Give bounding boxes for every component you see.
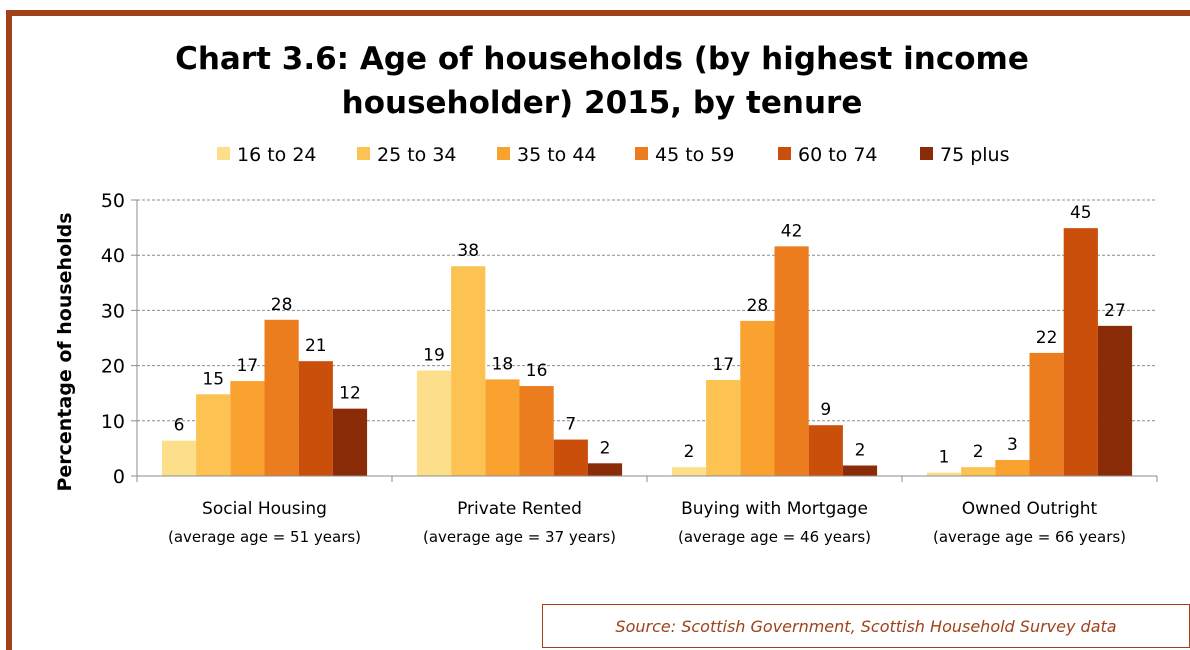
y-axis-label: Percentage of households (54, 212, 76, 491)
y-tick-label-20: 20 (101, 356, 125, 378)
bar-3-1 (961, 467, 996, 476)
category-subtitle-1: (average age = 37 years) (423, 528, 616, 546)
category-subtitle-2: (average age = 46 years) (678, 528, 871, 546)
category-labels: Social Housing (average age = 51 years) Pr… (168, 499, 1126, 546)
bar-3-3 (1029, 352, 1064, 476)
y-tick-label-10: 10 (101, 411, 125, 433)
chart-title-line-2: householder) 2015, by tenure (342, 85, 863, 121)
bar-0-2 (230, 381, 265, 476)
data-label-0-0: 6 (174, 416, 185, 436)
legend-label-0: 16 to 24 (237, 144, 317, 166)
category-label-3: Owned Outright (962, 499, 1098, 519)
data-label-3-0: 1 (939, 448, 950, 468)
category-subtitle-0: (average age = 51 years) (168, 528, 361, 546)
legend-swatch-5 (920, 147, 933, 160)
chart-frame: Chart 3.6: Age of households (by highest… (6, 10, 1190, 650)
bar-1-5 (587, 463, 623, 476)
bar-1-0 (416, 370, 452, 476)
bar-3-5 (1097, 325, 1133, 476)
bar-3-0 (926, 472, 962, 476)
bar-2-4 (808, 425, 843, 476)
data-label-2-3: 42 (781, 221, 803, 241)
data-label-3-5: 27 (1104, 301, 1126, 321)
data-label-2-1: 17 (712, 355, 734, 375)
category-label-2: Buying with Mortgage (681, 499, 868, 519)
bar-3-2 (995, 459, 1030, 476)
legend-swatch-2 (497, 147, 510, 160)
data-label-0-5: 12 (339, 384, 361, 404)
bar-1-4 (553, 439, 588, 476)
data-label-0-3: 28 (271, 295, 293, 315)
bars (161, 228, 1133, 476)
chart-title-line-1: Chart 3.6: Age of households (by highest… (175, 41, 1029, 77)
legend-label-4: 60 to 74 (798, 144, 878, 166)
legend-swatch-4 (778, 147, 791, 160)
category-label-0: Social Housing (202, 499, 327, 519)
data-label-0-1: 15 (202, 369, 224, 389)
bar-3-4 (1063, 228, 1098, 476)
bar-0-0 (161, 440, 197, 476)
bar-0-3 (264, 319, 299, 476)
data-label-1-0: 19 (423, 346, 445, 366)
legend-label-2: 35 to 44 (517, 144, 597, 166)
data-label-2-4: 9 (820, 400, 831, 420)
data-label-0-2: 17 (237, 356, 259, 376)
category-subtitle-3: (average age = 66 years) (933, 528, 1126, 546)
legend-swatch-1 (357, 147, 370, 160)
source-note: Source: Scottish Government, Scottish Ho… (542, 604, 1190, 648)
data-label-3-1: 2 (973, 442, 984, 462)
data-label-3-3: 22 (1036, 328, 1058, 348)
data-label-1-1: 38 (457, 241, 479, 261)
bar-1-2 (485, 379, 520, 476)
legend-swatch-0 (217, 147, 230, 160)
legend-label-3: 45 to 59 (655, 144, 735, 166)
data-label-1-3: 16 (526, 361, 548, 381)
bar-1-3 (519, 386, 554, 476)
data-label-1-2: 18 (492, 354, 514, 374)
data-label-2-0: 2 (684, 442, 695, 462)
data-label-2-5: 2 (855, 441, 866, 461)
legend-swatch-3 (635, 147, 648, 160)
bar-0-5 (332, 408, 368, 476)
chart-svg: Chart 3.6: Age of households (by highest… (54, 41, 1158, 546)
bar-2-3 (774, 246, 809, 476)
bar-0-1 (196, 394, 231, 476)
y-tick-label-30: 30 (101, 300, 125, 322)
bar-2-2 (740, 320, 775, 476)
category-label-1: Private Rented (457, 499, 582, 519)
data-label-3-2: 3 (1007, 435, 1018, 455)
legend-label-1: 25 to 34 (377, 144, 457, 166)
y-tick-label-0: 0 (113, 466, 125, 488)
data-label-3-4: 45 (1070, 203, 1092, 223)
bar-0-4 (298, 361, 333, 476)
y-tick-label-50: 50 (101, 190, 125, 212)
axes (136, 200, 1158, 482)
bar-2-1 (706, 379, 741, 476)
bar-2-5 (842, 465, 878, 476)
bar-2-0 (671, 467, 707, 476)
data-label-1-5: 2 (600, 438, 611, 458)
legend: 16 to 24 25 to 34 35 to 44 45 to 59 60 to 74… (217, 144, 1010, 166)
data-label-2-2: 28 (747, 296, 769, 316)
y-tick-label-40: 40 (101, 245, 125, 267)
data-label-0-4: 21 (305, 336, 327, 356)
y-axis-ticks: 0 10 20 30 40 50 (101, 190, 137, 488)
legend-label-5: 75 plus (940, 144, 1010, 166)
data-label-1-4: 7 (565, 415, 576, 435)
bar-1-1 (451, 266, 486, 476)
